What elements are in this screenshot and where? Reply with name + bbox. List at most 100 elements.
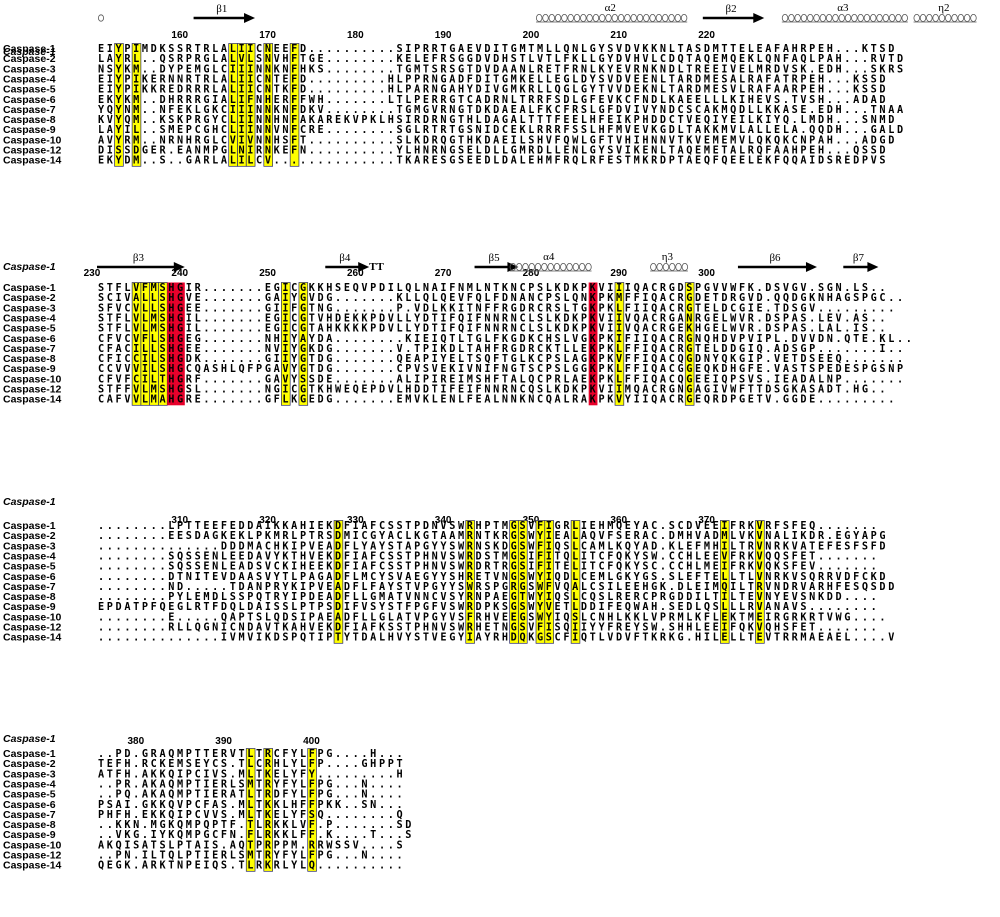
residue: L <box>572 521 578 532</box>
residue: Q <box>757 135 763 146</box>
residue: . <box>844 125 850 136</box>
residue: D <box>563 283 569 294</box>
residue: Y <box>651 105 658 116</box>
residue: R <box>809 612 816 623</box>
residue: K <box>449 303 456 314</box>
residue: T <box>677 135 683 146</box>
residue: A <box>142 861 148 872</box>
residue: P <box>414 95 420 106</box>
residue: L <box>546 385 552 396</box>
residue: I <box>203 779 209 790</box>
residue: G <box>300 313 306 324</box>
residue: L <box>748 105 754 116</box>
residue: . <box>159 612 165 623</box>
residue: I <box>133 85 139 96</box>
residue: F <box>291 125 297 136</box>
residue: L <box>581 135 587 146</box>
residue: A <box>142 779 148 790</box>
residue: T <box>555 562 561 573</box>
residue: A <box>370 541 376 552</box>
residue: H <box>274 115 280 126</box>
residue: T <box>598 85 604 96</box>
residue: . <box>818 344 824 355</box>
residue: P <box>423 344 429 355</box>
residue: G <box>739 354 745 365</box>
residue: T <box>265 592 271 603</box>
residue: V <box>388 324 394 335</box>
residue: R <box>555 374 562 385</box>
residue: F <box>590 95 596 106</box>
residue: E <box>695 395 701 406</box>
residue-tick: . <box>272 30 275 41</box>
residue: . <box>379 790 385 801</box>
residue: T <box>203 749 209 760</box>
residue: . <box>142 115 148 126</box>
residue: . <box>370 85 376 96</box>
residue: R <box>177 54 184 65</box>
residue: V <box>133 364 139 375</box>
residue: L <box>247 156 253 167</box>
residue: A <box>256 521 262 532</box>
residue: V <box>748 334 754 345</box>
residue: D <box>879 582 885 593</box>
residue: R <box>265 840 272 851</box>
residue: . <box>353 125 359 136</box>
residue: V <box>458 293 464 304</box>
residue: I <box>809 156 815 167</box>
residue: Y <box>440 354 447 365</box>
residue: Y <box>116 54 123 65</box>
residue: A <box>660 293 666 304</box>
residue: P <box>414 602 420 613</box>
residue: . <box>827 521 833 532</box>
residue: R <box>660 313 667 324</box>
residue: D <box>818 156 824 167</box>
residue: L <box>212 156 218 167</box>
residue: A <box>502 105 508 116</box>
residue: M <box>721 54 727 65</box>
residue: E <box>713 562 719 573</box>
residue: A <box>800 385 806 396</box>
residue: D <box>563 385 569 396</box>
residue: Q <box>634 313 640 324</box>
residue: K <box>344 115 351 126</box>
residue: H <box>274 541 280 552</box>
residue: R <box>572 64 579 75</box>
residue: Q <box>168 800 174 811</box>
residue: . <box>107 521 113 532</box>
residue: F <box>774 156 780 167</box>
residue: . <box>326 125 332 136</box>
residue: . <box>827 602 833 613</box>
residue: V <box>361 283 367 294</box>
residue: P <box>107 602 113 613</box>
residue: R <box>467 623 474 634</box>
residue: . <box>221 344 227 355</box>
residue: T <box>238 759 244 770</box>
residue: L <box>124 313 130 324</box>
residue: V <box>274 54 280 65</box>
residue: F <box>168 105 174 116</box>
residue: V <box>792 572 798 583</box>
residue: D <box>511 633 517 644</box>
residue: D <box>888 115 894 126</box>
residue: I <box>318 633 324 644</box>
residue: R <box>686 85 693 96</box>
residue: I <box>713 374 719 385</box>
residue: S <box>809 95 815 106</box>
residue: V <box>625 313 631 324</box>
residue: A <box>230 790 236 801</box>
residue: V <box>221 572 227 583</box>
residue: Y <box>467 85 474 96</box>
residue: I <box>291 562 297 573</box>
residue: . <box>370 54 376 65</box>
residue: G <box>511 303 517 314</box>
residue: P <box>809 135 815 146</box>
residue: A <box>493 135 499 146</box>
residue: L <box>704 592 710 603</box>
residue: K <box>625 572 632 583</box>
residue: G <box>449 115 455 126</box>
residue: W <box>458 623 465 634</box>
residue: Q <box>159 602 165 613</box>
residue: R <box>748 85 755 96</box>
residue: M <box>151 385 157 396</box>
